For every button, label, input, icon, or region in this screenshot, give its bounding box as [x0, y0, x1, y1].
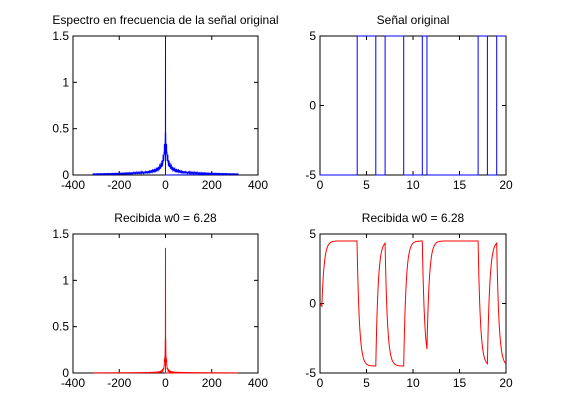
x-tick-label: 10	[406, 178, 420, 192]
y-tick-label: 0	[309, 297, 316, 311]
chart-title: Señal original	[377, 13, 450, 27]
x-tick-label: -200	[107, 376, 131, 390]
y-tick-label: 0.5	[52, 122, 69, 136]
original-signal-subplot: Señal original 0 5 10 15 20-505	[305, 13, 513, 192]
received-spectrum-subplot: Recibida w0 = 6.28 -400 -200 0 200 400 0 0.5 1 1…	[52, 211, 268, 390]
y-tick-label: 0.5	[52, 320, 69, 334]
x-tick-label: 0	[317, 376, 324, 390]
x-tick-label: -400	[61, 178, 85, 192]
spectrum-original-subplot: Espectro en frecuencia de la señal origi…	[52, 13, 278, 192]
chart-title: Recibida w0 = 6.28	[362, 211, 465, 225]
x-tick-label: -200	[107, 178, 131, 192]
x-tick-label: 200	[202, 376, 222, 390]
y-tick-label: -5	[305, 168, 316, 182]
x-tick-label: 0	[317, 178, 324, 192]
series-line-spectrum	[92, 35, 239, 176]
x-tick-label: 400	[248, 178, 268, 192]
y-tick-label: 0	[62, 366, 69, 380]
y-tick-label: -5	[305, 366, 316, 380]
x-tick-label: 5	[363, 178, 370, 192]
x-tick-label: 5	[363, 376, 370, 390]
series-line-received	[319, 240, 507, 367]
y-tick-label: 1.5	[52, 227, 69, 241]
y-tick-label: 1.5	[52, 29, 69, 43]
x-tick-label: 10	[406, 376, 420, 390]
x-tick-label: 15	[453, 376, 467, 390]
y-tick-label: 5	[309, 29, 316, 43]
x-tick-label: -400	[61, 376, 85, 390]
x-tick-label: 20	[499, 178, 513, 192]
x-tick-label: 0	[162, 178, 169, 192]
y-tick-label: 1	[62, 273, 69, 287]
x-tick-label: 0	[162, 376, 169, 390]
x-tick-label: 15	[453, 178, 467, 192]
x-tick-label: 400	[248, 376, 268, 390]
x-tick-label: 200	[202, 178, 222, 192]
chart-title: Espectro en frecuencia de la señal origi…	[52, 13, 278, 27]
received-signal-subplot: Recibida w0 = 6.28 0 5 10 15 20-505	[305, 211, 513, 390]
series-line-received-spectrum	[92, 247, 239, 374]
x-tick-label: 20	[499, 376, 513, 390]
y-tick-label: 5	[309, 227, 316, 241]
y-tick-label: 1	[62, 75, 69, 89]
y-tick-label: 0	[62, 168, 69, 182]
series-line-original	[320, 35, 506, 176]
y-tick-label: 0	[309, 99, 316, 113]
chart-title: Recibida w0 = 6.28	[114, 211, 217, 225]
